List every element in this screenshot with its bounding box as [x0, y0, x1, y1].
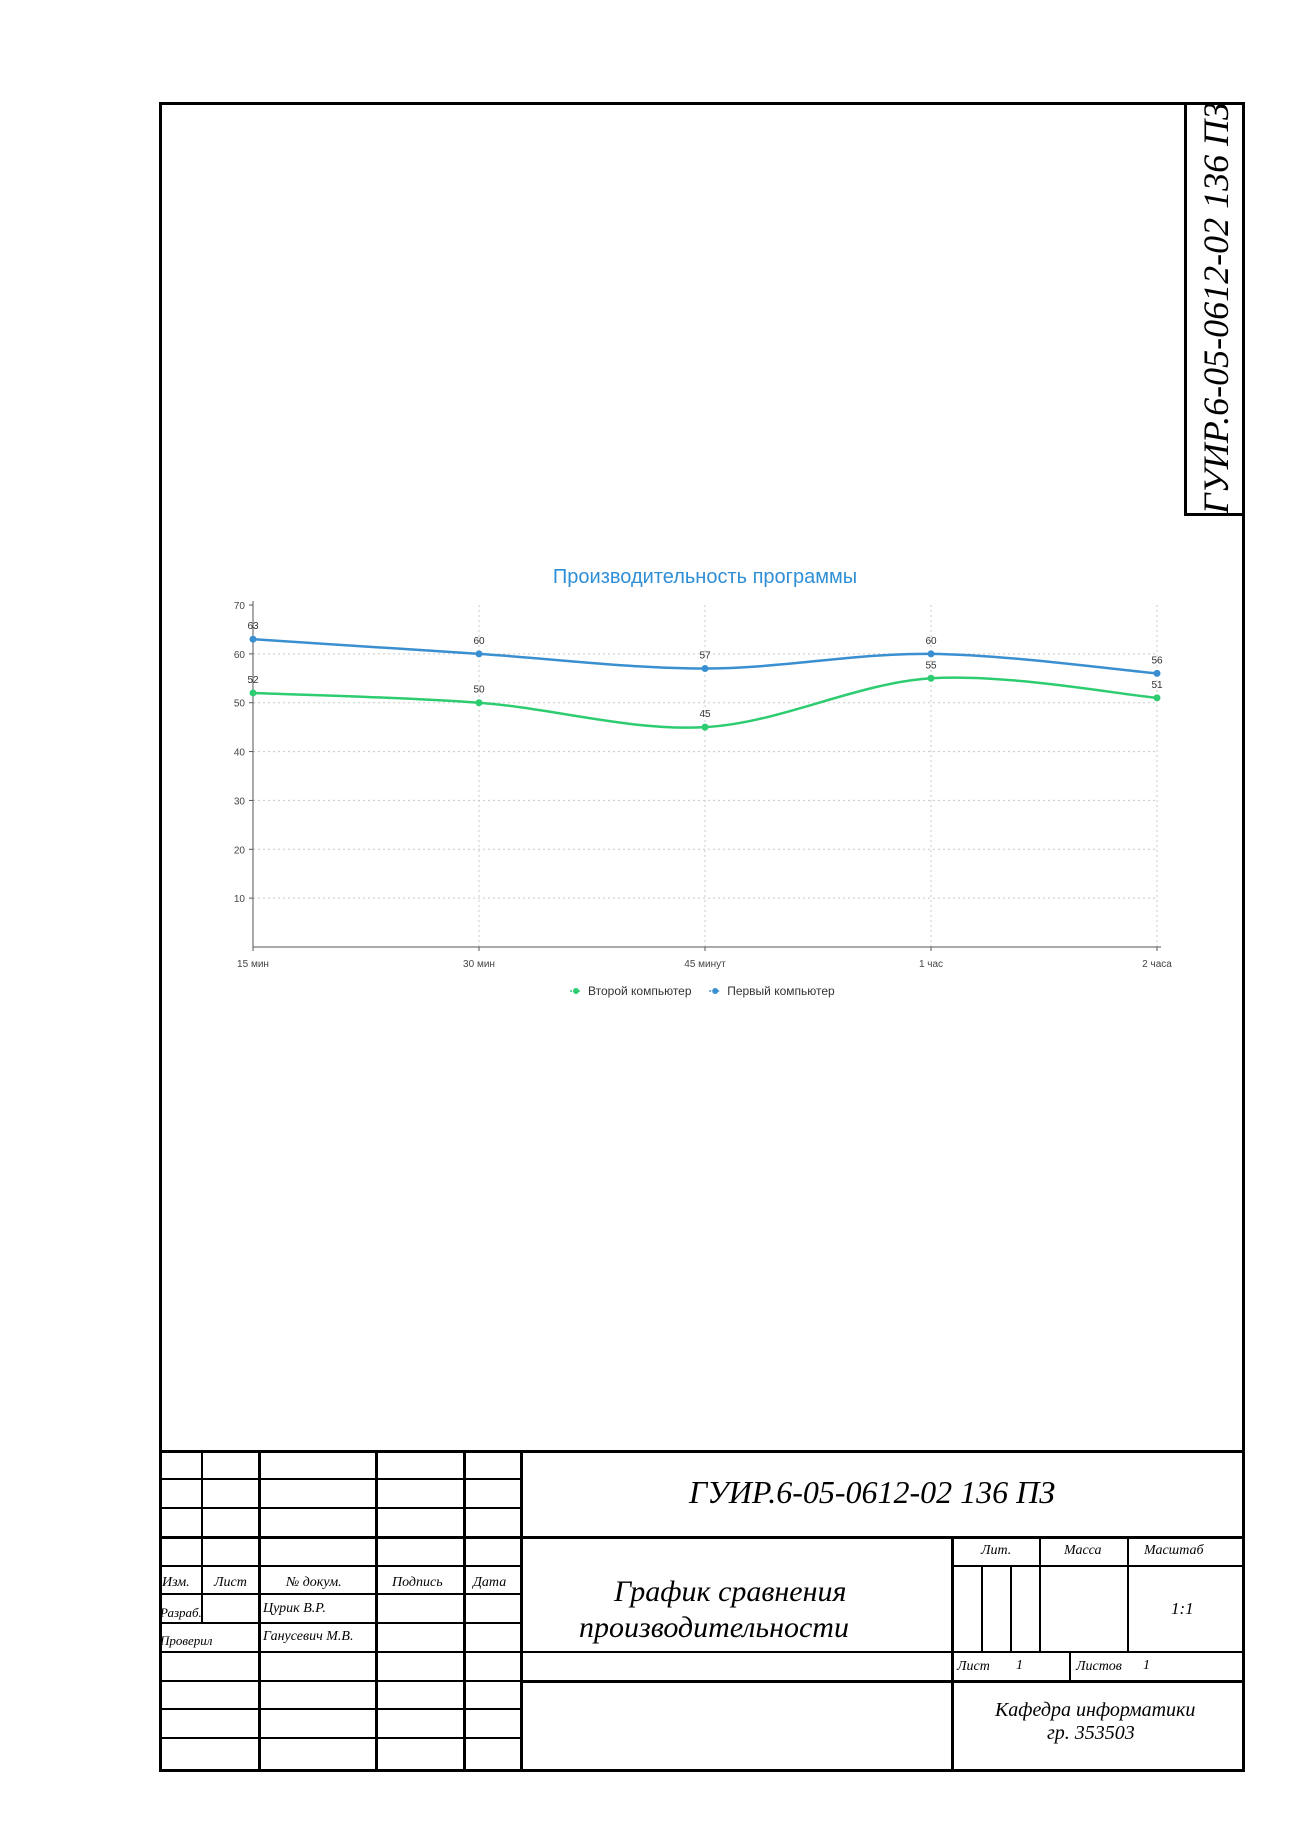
doc-title-line1: График сравнения — [614, 1575, 847, 1608]
data-label: 45 — [699, 709, 711, 720]
header-list: Лист — [214, 1575, 247, 1590]
data-label: 50 — [473, 685, 485, 696]
data-point — [249, 689, 257, 697]
data-point — [701, 665, 709, 673]
organization-line2: гр. 353503 — [1047, 1722, 1135, 1744]
data-point — [1153, 669, 1161, 677]
sheets-label: Листов — [1076, 1659, 1122, 1674]
header-izm: Изм. — [162, 1575, 190, 1590]
name-developer: Цурик В.Р. — [263, 1601, 326, 1616]
role-developer: Разраб. — [160, 1605, 202, 1620]
doc-title-line2: производительности — [579, 1611, 849, 1644]
y-tick-label: 40 — [234, 748, 246, 759]
y-tick-label: 70 — [234, 601, 246, 612]
mass-label: Масса — [1064, 1543, 1102, 1558]
doc-code: ГУИР.6-05-0612-02 136 ПЗ — [689, 1474, 1056, 1510]
sheet-value: 1 — [1016, 1658, 1023, 1673]
legend-marker — [712, 988, 719, 994]
y-tick-label: 60 — [234, 650, 246, 661]
y-tick-label: 20 — [234, 845, 246, 856]
x-tick-label: 30 мин — [463, 959, 495, 970]
data-point — [475, 650, 483, 658]
header-date: Дата — [473, 1575, 507, 1590]
title-block: ГУИР.6-05-0612-02 136 ПЗ Изм. Лист № док… — [159, 1450, 1245, 1772]
chart-svg: Производительность программы 10 20 30 40 50 60… — [234, 566, 1172, 998]
header-signature: Подпись — [392, 1575, 443, 1590]
legend-marker — [573, 988, 579, 994]
x-tick-label: 2 часа — [1142, 959, 1172, 970]
y-tick-label: 10 — [234, 894, 246, 905]
organization-line1: Кафедра информатики — [995, 1699, 1196, 1721]
y-tick-label: 30 — [234, 796, 246, 807]
data-label: 60 — [925, 636, 937, 647]
x-tick-label: 15 мин — [237, 959, 269, 970]
chart-title: Производительность программы — [553, 566, 857, 588]
scale-label: Масштаб — [1144, 1543, 1204, 1558]
legend-label: Второй компьютер — [588, 984, 692, 998]
data-label: 52 — [247, 675, 259, 686]
legend-label: Первый компьютер — [727, 984, 835, 998]
data-point — [701, 723, 709, 731]
data-label: 55 — [925, 660, 937, 671]
data-label: 63 — [247, 621, 259, 632]
x-tick-label: 45 минут — [684, 959, 726, 970]
lit-label: Лит. — [981, 1543, 1012, 1558]
side-stamp: ГУИР.6-05-0612-02 136 ПЗ — [1184, 102, 1245, 516]
data-label: 51 — [1151, 680, 1163, 691]
scale-value: 1:1 — [1171, 1599, 1194, 1618]
x-tick-label: 1 час — [919, 959, 943, 970]
y-tick-label: 50 — [234, 699, 246, 710]
role-checker: Проверил — [160, 1633, 213, 1648]
name-checker: Ганусевич М.В. — [263, 1629, 354, 1644]
side-stamp-code: ГУИР.6-05-0612-02 136 ПЗ — [1196, 101, 1236, 514]
data-point — [475, 699, 483, 707]
data-label: 57 — [699, 651, 711, 662]
drawing-frame — [159, 102, 1245, 1772]
data-point — [1153, 694, 1161, 702]
data-point — [927, 674, 935, 682]
sheets-value: 1 — [1143, 1658, 1150, 1673]
data-label: 56 — [1151, 655, 1163, 666]
performance-chart: Производительность программы 10 20 30 40 50 60… — [225, 555, 1205, 1015]
data-label: 60 — [473, 636, 485, 647]
data-point — [927, 650, 935, 658]
sheet-label: Лист — [957, 1659, 990, 1674]
data-point — [249, 635, 257, 643]
header-doc-num: № докум. — [286, 1575, 342, 1590]
